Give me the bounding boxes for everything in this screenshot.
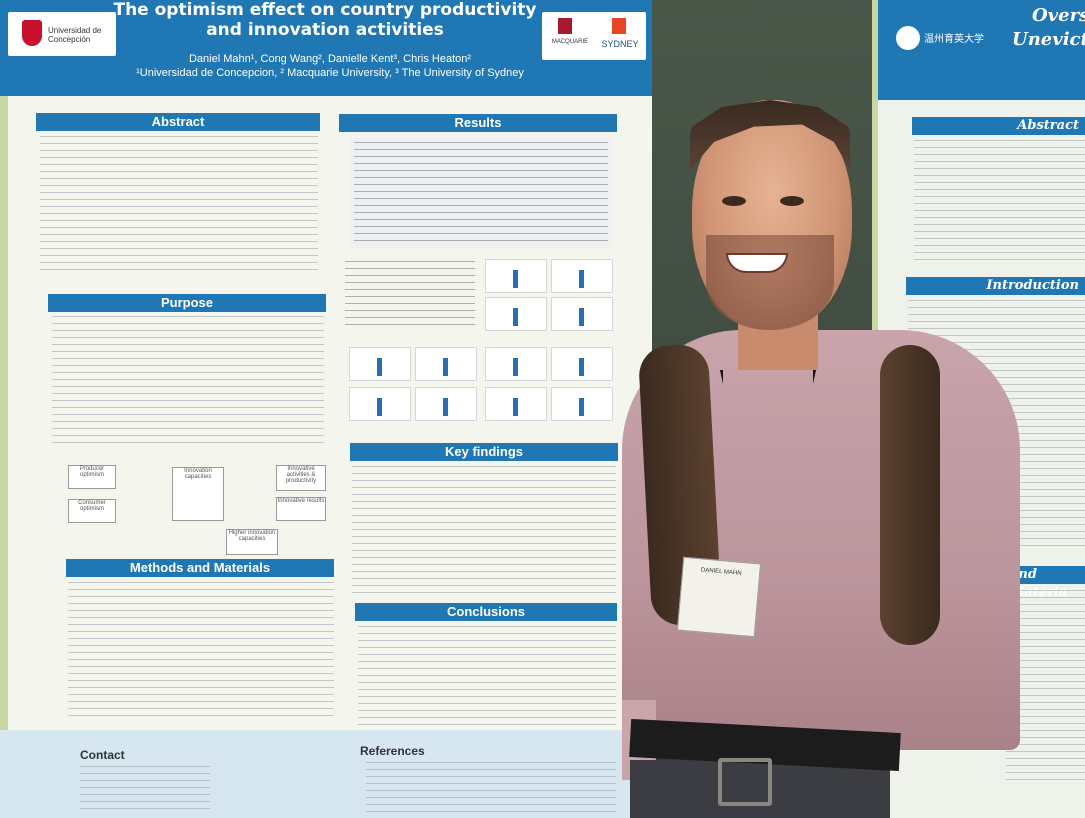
results-table (350, 138, 612, 248)
density-plot (485, 347, 547, 381)
author-affiliations: ¹Universidad de Concepcion, ² Macquarie … (136, 67, 524, 79)
person-eye-left (722, 196, 746, 206)
diagram-node-consumer: Consumer optimism (68, 499, 116, 523)
backpack-strap-right (880, 345, 940, 645)
person-beard (706, 235, 834, 330)
poster-title: The optimism effect on country productiv… (113, 0, 537, 40)
second-poster-title-line2: Unevicta (1012, 29, 1085, 50)
university-seal-icon (896, 26, 920, 50)
key-findings-text (352, 466, 616, 596)
diagram-node-results: Innovative results (276, 497, 326, 521)
density-plot (551, 297, 613, 331)
density-plot (415, 347, 477, 381)
purpose-heading: Purpose (48, 294, 326, 312)
university-logo-left: Universidad de Concepción (8, 12, 116, 56)
badge-name: DANIEL MAHN (700, 567, 742, 577)
abstract-text (40, 136, 318, 276)
references-heading: References (360, 744, 425, 758)
macquarie-logo-icon (558, 18, 572, 34)
density-plot (551, 387, 613, 421)
second-poster-abstract-heading: Abstract (912, 117, 1085, 135)
key-findings-heading: Key findings (350, 443, 618, 461)
methods-text (68, 582, 334, 722)
density-plot (415, 387, 477, 421)
diagram-node-activities: Innovative activities & productivity (276, 465, 326, 491)
author-names: Daniel Mahn¹, Cong Wang², Danielle Kent³… (188, 53, 472, 65)
diagram-node-capacities: Higher innovation capacities (226, 529, 278, 555)
conclusions-text (358, 626, 616, 726)
logo-left-text: Universidad de Concepción (48, 26, 102, 44)
sydney-logo-icon (612, 18, 626, 34)
density-plot (551, 259, 613, 293)
density-plot (349, 387, 411, 421)
regression-table (345, 261, 475, 331)
second-poster-abstract-text (914, 140, 1085, 260)
diagram-node-innovation: Innovation capacities (172, 467, 224, 521)
diagram-node-producer: Producer optimism (68, 465, 116, 489)
methods-heading: Methods and Materials (66, 559, 334, 577)
second-poster-title-line1: Overs (1032, 5, 1085, 26)
poster-authors: Daniel Mahn¹, Cong Wang², Danielle Kent³… (120, 52, 540, 80)
second-poster-header (878, 0, 1085, 100)
crest-icon (22, 20, 42, 46)
name-badge: DANIEL MAHN (676, 556, 762, 638)
abstract-heading: Abstract (36, 113, 320, 131)
density-plot (485, 297, 547, 331)
conclusions-heading: Conclusions (355, 603, 617, 621)
contact-text (80, 766, 210, 814)
second-poster-introduction-heading: Introduction (906, 277, 1085, 295)
person-pants (630, 760, 890, 818)
model-diagram: Producer optimism Consumer optimism Inno… (60, 455, 330, 555)
person-eye-right (780, 196, 804, 206)
logo-sydney-text: SYDNEY (601, 39, 639, 49)
second-poster-logo-text: 温州育英大学 (924, 34, 984, 45)
density-plot (551, 347, 613, 381)
density-plot (485, 259, 547, 293)
references-text (366, 762, 616, 812)
results-heading: Results (339, 114, 617, 132)
logo-macquarie-text: MACQUARIE (551, 39, 589, 45)
results-table-rows (354, 142, 608, 242)
results-plots (345, 255, 615, 425)
density-plot (485, 387, 547, 421)
university-logos-right: MACQUARIE SYDNEY (542, 12, 646, 60)
belt-buckle (718, 758, 772, 806)
contact-heading: Contact (80, 748, 125, 762)
purpose-text (52, 316, 324, 446)
density-plot (349, 347, 411, 381)
